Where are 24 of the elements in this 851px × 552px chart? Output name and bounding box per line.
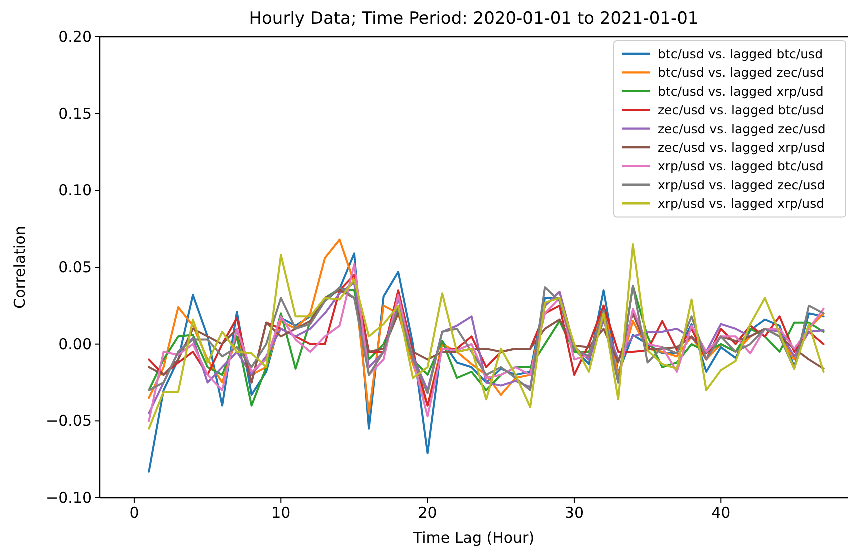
legend-label: btc/usd vs. lagged btc/usd [658, 46, 824, 62]
chart-title: Hourly Data; Time Period: 2020-01-01 to 2021-01-01 [249, 9, 699, 29]
y-tick-label: −0.10 [46, 489, 92, 507]
y-tick-label: 0.00 [58, 335, 92, 354]
legend-label: xrp/usd vs. lagged xrp/usd [658, 196, 825, 212]
x-tick-label: 30 [564, 504, 584, 522]
y-tick-label: 0.10 [58, 182, 92, 200]
y-tick-label: 0.15 [58, 104, 92, 123]
x-tick-label: 40 [712, 504, 731, 522]
legend-label: btc/usd vs. lagged zec/usd [658, 65, 824, 80]
legend-label: btc/usd vs. lagged xrp/usd [658, 84, 824, 99]
legend-label: xrp/usd vs. lagged btc/usd [658, 158, 824, 174]
y-tick-label: 0.05 [58, 258, 92, 276]
y-axis-title: Correlation [11, 226, 29, 309]
legend-label: zec/usd vs. lagged zec/usd [658, 121, 826, 136]
x-axis-title: Time Lag (Hour) [412, 529, 535, 547]
legend-label: zec/usd vs. lagged btc/usd [658, 102, 824, 118]
x-tick-label: 20 [418, 504, 438, 522]
x-tick-label: 0 [130, 504, 140, 522]
y-tick-label: 0.20 [58, 28, 92, 46]
legend-label: zec/usd vs. lagged xrp/usd [658, 140, 826, 155]
legend-label: xrp/usd vs. lagged zec/usd [658, 177, 826, 192]
x-tick-label: 10 [272, 504, 291, 522]
y-tick-label: −0.05 [46, 412, 92, 430]
